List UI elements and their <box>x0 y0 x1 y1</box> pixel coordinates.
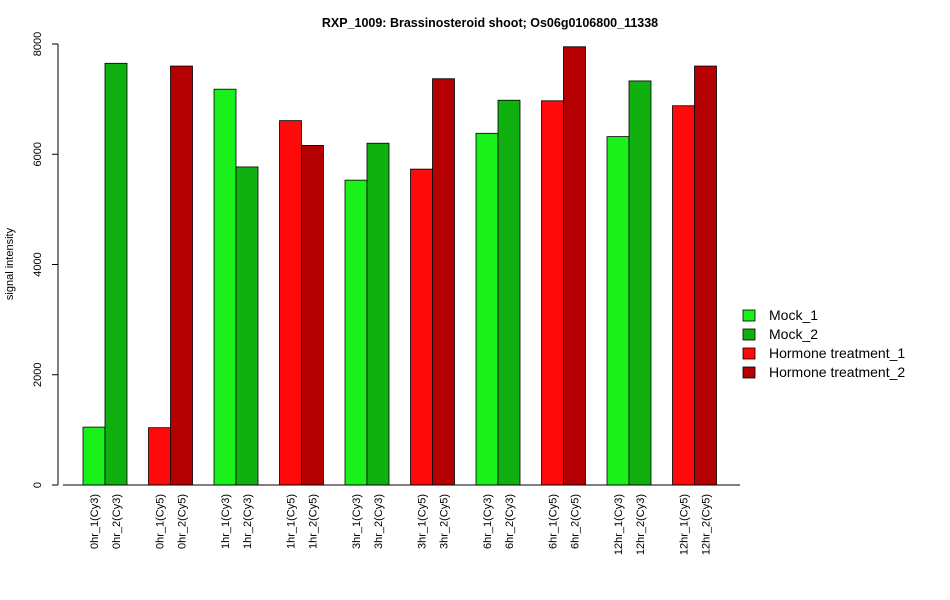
legend-label: Hormone treatment_2 <box>769 364 905 380</box>
bar <box>475 132 499 486</box>
legend-swatch <box>742 347 756 360</box>
x-tick-label: 1hr_1(Cy3) <box>220 494 232 549</box>
bar <box>563 46 586 486</box>
legend-label: Mock_2 <box>769 326 818 342</box>
legend-swatch <box>742 309 756 322</box>
bar <box>279 120 302 486</box>
bar <box>606 136 630 486</box>
y-tick-label: 6000 <box>32 142 44 166</box>
bar <box>104 62 128 486</box>
x-tick-label: 12hr_2(Cy5) <box>701 494 713 555</box>
x-tick-label: 12hr_1(Cy5) <box>679 494 691 555</box>
bar <box>235 166 259 486</box>
y-tick-label: 4000 <box>32 252 44 276</box>
x-tick-label: 6hr_2(Cy5) <box>570 494 582 549</box>
x-tick-label: 6hr_1(Cy3) <box>482 494 494 549</box>
bar <box>628 80 652 486</box>
bar <box>432 78 455 486</box>
bar <box>170 65 193 486</box>
y-tick-label: 8000 <box>32 32 44 56</box>
bar-series <box>82 46 717 486</box>
legend-swatch <box>742 366 756 379</box>
x-tick-label: 3hr_2(Cy3) <box>373 494 385 549</box>
x-tick-labels: 0hr_1(Cy3) 0hr_2(Cy3) 0hr_1(Cy5) 0hr_2(Cy5)… <box>89 494 713 555</box>
x-tick-label: 3hr_2(Cy5) <box>439 494 451 549</box>
bar <box>694 65 717 486</box>
x-tick-label: 1hr_2(Cy5) <box>308 494 320 549</box>
legend-label: Mock_1 <box>769 307 818 323</box>
y-axis: 0 2000 4000 6000 8000 <box>32 32 59 488</box>
x-tick-label: 6hr_2(Cy3) <box>504 494 516 549</box>
y-axis-label: signal intensity <box>4 227 16 300</box>
x-tick-label: 6hr_1(Cy5) <box>548 494 560 549</box>
bar <box>344 179 368 486</box>
x-tick-label: 0hr_2(Cy3) <box>111 494 123 549</box>
x-tick-label: 0hr_1(Cy5) <box>155 494 167 549</box>
bar <box>213 88 237 486</box>
chart-title: RXP_1009: Brassinosteroid shoot; Os06g01… <box>322 16 658 30</box>
y-tick-label: 2000 <box>32 363 44 387</box>
legend-swatch <box>742 328 756 341</box>
x-tick-label: 12hr_1(Cy3) <box>613 494 625 555</box>
x-tick-label: 1hr_1(Cy5) <box>286 494 298 549</box>
bar <box>410 168 433 486</box>
bar <box>541 100 564 486</box>
x-tick-label: 12hr_2(Cy3) <box>635 494 647 555</box>
x-tick-label: 1hr_2(Cy3) <box>242 494 254 549</box>
bar <box>148 427 171 486</box>
y-tick-label: 0 <box>32 482 44 488</box>
bar <box>497 99 521 486</box>
bar <box>301 145 324 486</box>
x-tick-label: 3hr_1(Cy3) <box>351 494 363 549</box>
legend-label: Hormone treatment_1 <box>769 345 905 361</box>
x-tick-label: 0hr_2(Cy5) <box>177 494 189 549</box>
x-tick-label: 0hr_1(Cy3) <box>89 494 101 549</box>
legend: Mock_1 Mock_2 Hormone treatment_1 Hormone t… <box>742 307 905 380</box>
bar <box>82 426 106 486</box>
x-tick-label: 3hr_1(Cy5) <box>417 494 429 549</box>
bar <box>672 105 695 486</box>
bar <box>366 142 390 486</box>
